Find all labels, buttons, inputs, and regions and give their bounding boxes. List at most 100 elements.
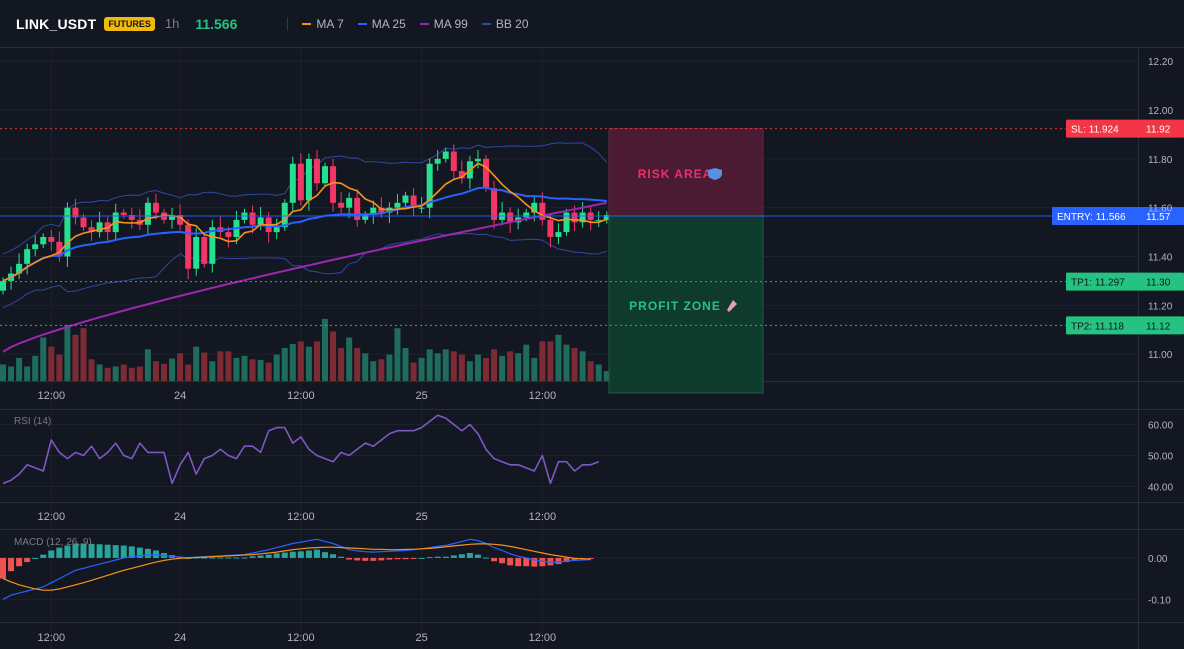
candle-body xyxy=(442,151,449,159)
macd-histogram-bar xyxy=(386,557,393,560)
macd-histogram-bar xyxy=(491,557,498,562)
macd-histogram-bar xyxy=(16,557,23,567)
candle-body xyxy=(563,212,570,233)
volume-bar xyxy=(338,348,345,381)
level-badge-text-entry: ENTRY: 11.566 xyxy=(1057,212,1126,223)
candle-body xyxy=(603,215,610,220)
time-axis-label: 12:00 xyxy=(529,390,557,402)
bollinger-upper-line xyxy=(2,142,608,255)
price-axis-label: 11.00 xyxy=(1148,350,1173,361)
volume-bar xyxy=(32,355,39,381)
volume-bar xyxy=(378,359,385,381)
volume-bar xyxy=(201,352,208,381)
volume-bar xyxy=(233,357,240,381)
macd-histogram-bar xyxy=(466,552,473,558)
candle-body xyxy=(64,207,71,257)
macd-time-label: 12:00 xyxy=(287,632,315,644)
candle-body xyxy=(531,202,538,213)
volume-bar xyxy=(362,353,369,381)
candle-body xyxy=(96,222,103,233)
timeframe-label[interactable]: 1h xyxy=(164,16,180,31)
level-badge-tp1[interactable]: TP1: 11.297 11.30 xyxy=(1066,272,1184,291)
rsi-axis-label: 60.00 xyxy=(1148,421,1173,432)
price-axis-label: 12.20 xyxy=(1148,57,1173,68)
volume-bar xyxy=(595,364,602,381)
macd-histogram-bar xyxy=(378,557,385,561)
candle-body xyxy=(426,163,433,208)
candle-body xyxy=(507,212,514,223)
macd-histogram-bar xyxy=(201,557,208,559)
legend-ma7[interactable]: MA 7 xyxy=(302,17,344,31)
volume-bar xyxy=(120,364,127,381)
legend-ma99[interactable]: MA 99 xyxy=(419,17,468,31)
macd-histogram-bar xyxy=(555,557,562,565)
volume-bar xyxy=(217,351,224,381)
volume-bar xyxy=(483,357,489,381)
candle-body xyxy=(402,195,409,203)
candle-body xyxy=(297,163,304,201)
volume-bar xyxy=(531,357,538,381)
macd-histogram-bar xyxy=(523,557,530,567)
candle-body xyxy=(539,202,546,220)
macd-histogram-bar xyxy=(8,557,15,572)
macd-time-label: 12:00 xyxy=(529,632,557,644)
volume-bar xyxy=(563,344,570,381)
macd-histogram-bar xyxy=(362,557,369,561)
candle-body xyxy=(225,232,232,237)
macd-time-label: 24 xyxy=(174,632,186,644)
candle-body xyxy=(257,217,264,225)
rocket-icon xyxy=(727,300,737,312)
candle-body xyxy=(458,171,465,179)
volume-bar xyxy=(434,353,441,381)
level-badge-tp2[interactable]: TP2: 11.118 11.12 xyxy=(1066,316,1184,335)
macd-histogram-bar xyxy=(322,552,328,558)
candle-body xyxy=(281,202,288,228)
time-axis-label: 24 xyxy=(174,390,186,402)
candle-body xyxy=(571,212,578,223)
candle-body xyxy=(193,236,200,269)
volume-bar xyxy=(539,341,546,381)
volume-bar xyxy=(418,357,425,381)
macd-histogram-bar xyxy=(426,557,433,559)
volume-bar xyxy=(64,324,71,381)
macd-histogram-bar xyxy=(507,557,514,566)
macd-time-label: 12:00 xyxy=(38,632,66,644)
rsi-time-label: 25 xyxy=(415,511,427,523)
candle-body xyxy=(362,215,369,220)
volume-bar xyxy=(265,362,272,381)
ma99-line xyxy=(2,201,607,353)
macd-histogram-bar xyxy=(418,557,425,559)
candle-body xyxy=(128,215,135,220)
legend-ma25[interactable]: MA 25 xyxy=(357,17,406,31)
volume-bar xyxy=(241,355,248,381)
candle-body xyxy=(177,215,184,225)
legend-bb20[interactable]: BB 20 xyxy=(481,17,529,31)
level-badge-stop_loss[interactable]: SL: 11.924 11.92 xyxy=(1066,119,1184,138)
volume-bar xyxy=(40,337,47,381)
level-badge-text-tp1: TP1: 11.297 xyxy=(1071,278,1125,289)
candle-body xyxy=(474,158,481,162)
volume-bar xyxy=(370,361,377,381)
candle-body xyxy=(48,236,55,242)
macd-histogram-bar xyxy=(442,556,449,558)
macd-histogram-bar xyxy=(112,545,119,558)
volume-bar xyxy=(136,366,143,381)
candle-body xyxy=(491,188,498,220)
volume-bar xyxy=(161,363,167,381)
macd-histogram-bar xyxy=(354,557,361,561)
chart-header: LINK_USDT FUTURES 1h 11.566 MA 7 MA 25 M… xyxy=(0,0,1184,48)
level-badge-entry[interactable]: ENTRY: 11.566 11.57 xyxy=(1052,206,1184,225)
last-price: 11.566 xyxy=(195,15,238,32)
volume-bar xyxy=(289,344,296,381)
level-badge-text-stop_loss: SL: 11.924 xyxy=(1071,125,1119,136)
volume-bar xyxy=(555,334,562,381)
candle-body xyxy=(483,158,489,189)
symbol-name[interactable]: LINK_USDT xyxy=(16,15,97,32)
macd-histogram-bar xyxy=(571,557,578,560)
ma25-line xyxy=(2,186,607,282)
volume-bar xyxy=(177,353,184,381)
volume-bar xyxy=(305,346,312,381)
macd-axis-label: -0.10 xyxy=(1148,595,1171,606)
rsi-time-label: 24 xyxy=(174,511,186,523)
